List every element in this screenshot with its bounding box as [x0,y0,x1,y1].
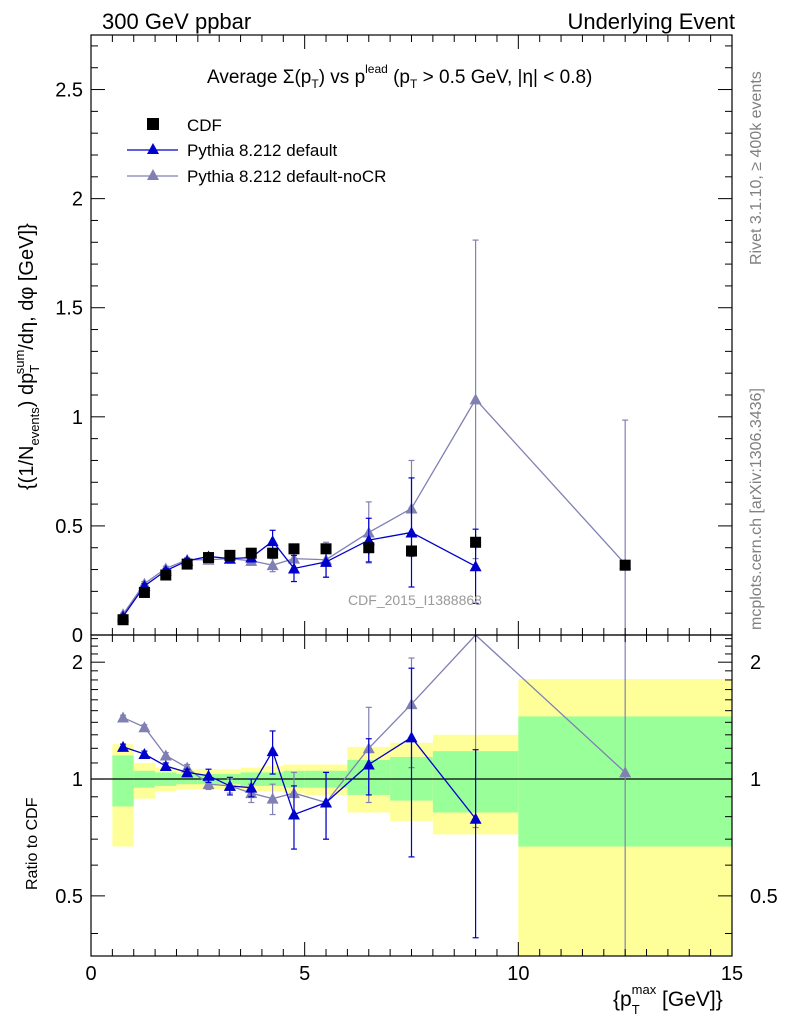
xlabel-max: max [632,982,657,997]
top-ytick-label: 1.5 [55,298,83,320]
uncertainty-band-green [112,755,134,807]
xtick-label: 5 [299,963,310,985]
data-point-triangle [320,555,333,567]
ratio-data-point [362,758,375,770]
ratio-ytick-label-right: 1 [750,769,761,791]
cdf-data-point [619,559,631,571]
legend: CDF Pythia 8.212 default Pythia 8.212 de… [127,116,386,186]
ratio-ylabel: Ratio to CDF [24,797,41,890]
mcplots-label: mcplots.cern.ch [arXiv:1306.3436] [748,388,765,630]
ratio-data-point [287,808,300,820]
legend-label-pythia-nocr: Pythia 8.212 default-noCR [187,167,386,186]
ratio-data-point [619,766,632,778]
xlabel-b: [GeV]} [656,988,723,1011]
title-rest2: > 0.5 GeV, |η| < 0.8) [417,67,592,88]
ratio-data-point [202,769,215,781]
cdf-data-point [117,614,129,626]
ratio-data-point [117,740,130,752]
ratio-series-group [117,634,632,956]
ratio-data-point [202,778,215,790]
ylabel-a: {(1/N [16,446,38,490]
cdf-data-point [470,536,482,548]
ylabel-sum: sum [12,350,27,375]
xtick-label: 10 [507,963,529,985]
cdf-data-point [203,552,215,564]
title-sigma: Σ(p [283,67,312,88]
rivet-label: Rivet 3.1.10, ≥ 400k events [748,71,765,265]
ratio-ytick-label: 1 [72,769,83,791]
legend-label-pythia-default: Pythia 8.212 default [187,141,338,160]
xtick-label: 0 [85,963,96,985]
ylabel-sub-t: T [27,365,42,373]
header-left: 300 GeV ppbar [102,9,251,34]
cdf-data-point [160,569,172,581]
cdf-data-point [245,547,257,559]
top-ytick-label: 0 [72,625,83,647]
legend-label-cdf: CDF [187,116,222,135]
top-ytick-label: 1 [72,407,83,429]
ratio-data-point [138,748,151,760]
title-close: ) [319,67,325,88]
ratio-data-point [181,766,194,778]
top-ytick-label: 2.5 [55,80,83,102]
cdf-data-point [320,543,332,555]
data-point-triangle [469,560,482,572]
data-point-triangle [405,526,418,538]
top-axes: 0 0.5 1 1.5 2 2.5 [55,35,733,647]
cdf-data-point [138,586,150,598]
top-ylabel: {(1/Nevents) dpTsum/dη, dφ [GeV]} [12,223,42,490]
header-right: Underlying Event [567,9,735,34]
title-sub-t: T [311,77,319,91]
top-ytick-label: 2 [72,189,83,211]
title-sub-t2: T [410,77,418,91]
cdf-data-point [181,558,193,570]
data-point-triangle [266,559,279,571]
cdf-data-point [288,543,300,555]
top-series-group [117,239,632,636]
cdf-data-point [406,545,417,557]
plot-title: Average Σ(pT) vs plead (pT > 0.5 GeV, |η… [207,62,592,91]
title-rest: (p [388,67,410,88]
cdf-data-point [363,542,375,554]
ylabel-b: ) dp [16,373,38,407]
xtick-label: 15 [721,963,743,985]
data-point-triangle [287,562,300,574]
ratio-data-point [320,796,333,808]
xlabel-sub-t: T [632,1002,640,1017]
data-point-triangle [469,393,482,405]
ratio-data-point [266,792,279,804]
ratio-data-point [159,760,172,772]
ratio-ytick-label-right: 0.5 [750,886,778,908]
title-vs: vs p [325,67,365,88]
top-ytick-label: 0.5 [55,516,83,538]
xlabel-a: {p [613,988,632,1011]
ratio-data-point [245,781,258,793]
cdf-data-point [224,549,236,561]
ratio-ytick-label-right: 2 [750,652,761,674]
ratio-data-point [469,812,482,824]
ratio-ytick-label: 2 [72,652,83,674]
legend-marker-cdf [147,118,159,130]
ratio-axes: 0.5 0.5 1 1 2 2 0 5 10 15 [55,635,778,985]
data-point-triangle [266,535,279,547]
series-line-pythia-nocr [122,398,626,615]
xlabel: {pTmax [GeV]} [613,982,723,1017]
legend-marker-pythia-nocr [147,169,159,180]
ratio-data-point [223,779,236,791]
ratio-data-point [138,721,151,733]
cdf-data-point [267,547,279,559]
ratio-data-point [405,731,418,743]
ratio-data-point [159,749,172,761]
ratio-data-point [266,745,279,757]
title-sup-lead: lead [365,62,388,76]
ratio-ytick-label: 0.5 [55,886,83,908]
title-prefix: Average [207,67,283,88]
ylabel-c: /dη, dφ [GeV]} [16,223,38,350]
ratio-data-point [117,711,130,723]
ylabel-events: events [27,407,42,446]
analysis-watermark: CDF_2015_I1388868 [348,592,482,608]
legend-marker-pythia-default [147,143,159,154]
